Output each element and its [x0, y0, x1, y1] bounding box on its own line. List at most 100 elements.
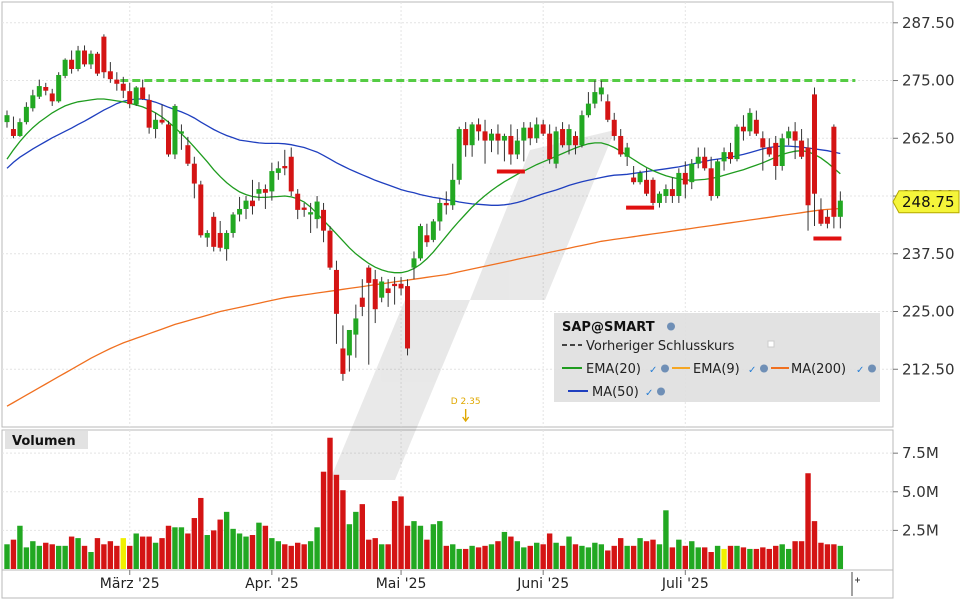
- candle-body: [36, 86, 42, 97]
- volume-bar: [611, 545, 617, 569]
- volume-bar: [450, 544, 456, 569]
- volume-bar: [740, 547, 747, 569]
- candle-body: [249, 200, 255, 207]
- candle-body: [495, 133, 501, 141]
- volume-bar: [831, 544, 837, 569]
- ema9-settings-icon[interactable]: [760, 364, 768, 373]
- candle-body: [476, 124, 482, 132]
- volume-bar: [469, 545, 475, 569]
- candle-body: [637, 172, 643, 183]
- candle-body: [398, 283, 404, 289]
- candle-body: [17, 122, 23, 136]
- volume-bar: [223, 511, 230, 569]
- volume-bar: [766, 548, 772, 569]
- candle-body: [224, 232, 230, 250]
- price-axis: 287.50275.00262.50250.00237.50225.00212.…: [893, 14, 955, 378]
- legend-ma200: MA(200): [791, 362, 846, 377]
- dividend-marker[interactable]: D 2.35: [451, 397, 481, 423]
- candle-body: [178, 131, 184, 134]
- volume-bar: [191, 518, 198, 569]
- candle-body: [275, 168, 281, 173]
- candle-body: [650, 179, 656, 203]
- volume-bar: [798, 541, 805, 569]
- volume-bar: [385, 544, 391, 569]
- candle-body: [114, 79, 120, 84]
- ma200-settings-icon[interactable]: [868, 364, 876, 373]
- ma50-line: [6, 98, 841, 206]
- support-markers: [496, 169, 842, 241]
- candle-body: [314, 201, 320, 220]
- candle-body: [715, 161, 721, 197]
- candle-body: [10, 129, 16, 136]
- candle-body: [695, 156, 701, 164]
- candle-body: [288, 156, 294, 192]
- volume-bar: [236, 533, 243, 569]
- volume-bar: [81, 545, 88, 569]
- candle-body: [792, 131, 798, 141]
- volume-bar: [773, 545, 779, 569]
- legend: SAP@SMART Vorheriger Schlusskurs EMA(20)…: [554, 313, 880, 402]
- candle-body: [514, 140, 520, 155]
- volume-bar: [727, 545, 734, 569]
- volume-bar: [656, 544, 663, 569]
- candle-body: [708, 168, 714, 197]
- volume-bar: [94, 538, 101, 569]
- candle-body: [366, 267, 372, 283]
- time-tick-label: März '25: [100, 576, 160, 592]
- symbol-settings-icon[interactable]: [667, 322, 675, 331]
- volume-bar: [643, 541, 650, 569]
- candle-body: [146, 99, 152, 128]
- legend-ema20: EMA(20): [586, 362, 641, 377]
- volume-bar: [107, 541, 114, 569]
- ema9-check-icon[interactable]: ✓: [748, 365, 756, 376]
- volume-bar: [592, 542, 598, 569]
- volume-bar: [75, 538, 81, 569]
- volume-title-box: [5, 431, 88, 449]
- candle-body: [23, 106, 29, 123]
- volume-bar: [605, 550, 611, 569]
- volume-bar: [359, 504, 365, 569]
- ema20-check-icon[interactable]: ✓: [649, 365, 657, 376]
- candle-body: [172, 105, 178, 155]
- candle-body: [230, 214, 236, 233]
- ma200-line: [6, 207, 841, 407]
- volume-bar: [747, 548, 753, 569]
- time-tick-label: Apr. '25: [245, 576, 299, 592]
- volume-bar: [714, 545, 721, 569]
- ema20-settings-icon[interactable]: [661, 364, 669, 373]
- candle-body: [140, 87, 146, 100]
- volume-bar: [243, 536, 249, 569]
- volume-bar: [508, 536, 514, 569]
- volume-bar: [43, 542, 49, 569]
- prev-close-toggle-icon[interactable]: [767, 340, 775, 348]
- scroll-handle[interactable]: [851, 572, 860, 596]
- candle-body: [689, 163, 695, 183]
- last-price-badge: [892, 190, 960, 214]
- volume-bar: [676, 539, 682, 569]
- candle-body: [153, 119, 159, 130]
- volume-bar: [708, 552, 714, 569]
- volume-bar: [669, 547, 676, 569]
- candle-body: [773, 142, 779, 166]
- dividend-label: D 2.35: [451, 397, 481, 407]
- candle-body: [644, 179, 650, 194]
- volume-bar: [404, 525, 411, 569]
- candle-body: [702, 156, 708, 169]
- candle-body: [631, 177, 637, 183]
- candle-body: [417, 226, 423, 259]
- candle-body: [405, 286, 411, 349]
- ma50-settings-icon[interactable]: [657, 387, 665, 396]
- watermark: [330, 130, 615, 480]
- candle-body: [721, 152, 727, 162]
- candle-body: [585, 103, 591, 116]
- candle-body: [43, 87, 49, 91]
- volume-bar: [49, 544, 55, 569]
- volume-axis: 7.5M 5.0M 2.5M: [893, 444, 939, 539]
- candle-body: [159, 119, 165, 123]
- candle-body: [547, 133, 553, 160]
- ma200-check-icon[interactable]: ✓: [856, 365, 864, 376]
- volume-bar: [217, 519, 223, 569]
- ma50-check-icon[interactable]: ✓: [645, 388, 653, 399]
- volume-bar: [17, 525, 23, 569]
- candle-body: [682, 172, 688, 185]
